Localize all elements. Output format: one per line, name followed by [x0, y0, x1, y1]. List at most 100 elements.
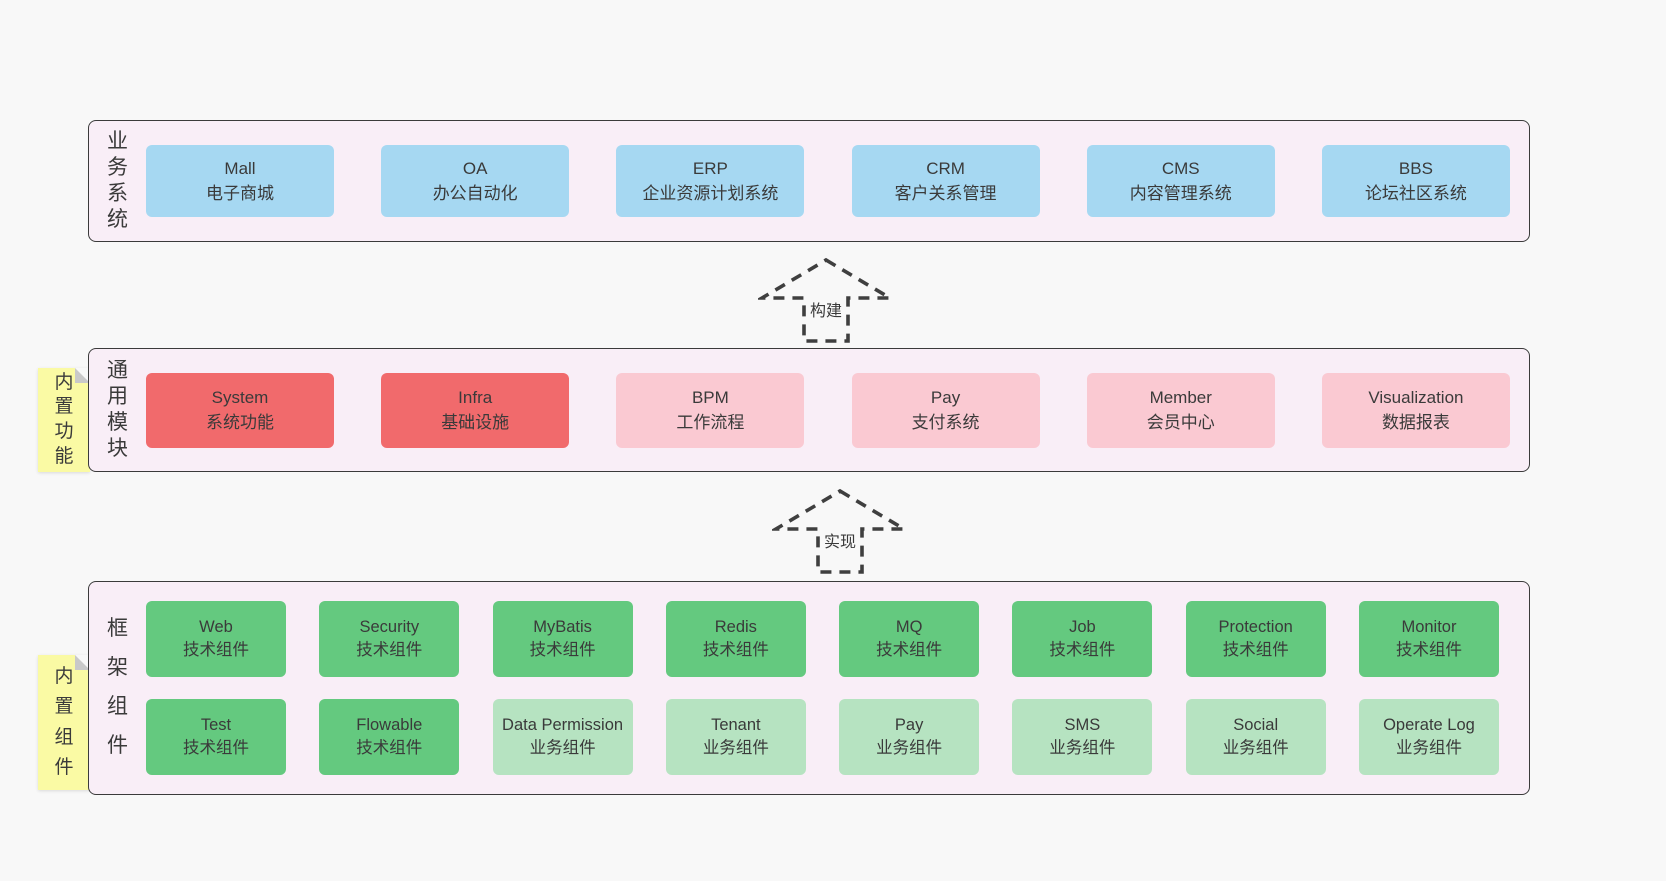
node-subtitle: 电子商城 — [206, 184, 274, 203]
node-infra: Infra 基础设施 — [381, 372, 570, 448]
node-tenant: Tenant 业务组件 — [665, 699, 806, 775]
node-title: Protection — [1218, 617, 1293, 636]
framework-components-rows: Web 技术组件 Security 技术组件 MyBatis 技术组件 Redi… — [146, 582, 1529, 794]
node-crm: CRM 客户关系管理 — [851, 145, 1040, 217]
node-mall: Mall 电子商城 — [146, 145, 334, 217]
node-subtitle: 技术组件 — [356, 739, 423, 757]
node-subtitle: 业务组件 — [702, 739, 769, 757]
node-subtitle: 业务组件 — [876, 739, 943, 757]
business-systems-panel: 业务系统 Mall 电子商城 OA 办公自动化 ERP 企业资源计划系统 CRM… — [88, 120, 1530, 242]
node-pay-system: Pay 支付系统 — [851, 372, 1040, 448]
node-subtitle: 支付系统 — [911, 413, 980, 432]
node-subtitle: 办公自动化 — [432, 184, 518, 203]
common-modules-label: 通用模块 — [106, 358, 128, 461]
node-subtitle: 技术组件 — [356, 641, 423, 659]
node-mybatis: MyBatis 技术组件 — [492, 601, 633, 677]
sticky-note-label: 内置功能 — [54, 371, 74, 467]
node-title: Pay — [930, 387, 961, 407]
node-title: Flowable — [356, 715, 423, 734]
node-operate-log: Operate Log 业务组件 — [1358, 699, 1499, 775]
node-title: System — [211, 387, 269, 407]
node-data-permission: Data Permission 业务组件 — [492, 699, 633, 775]
arrow-implement-label: 实现 — [820, 528, 860, 552]
node-title: Tenant — [711, 715, 761, 734]
node-subtitle: 技术组件 — [183, 641, 249, 659]
node-subtitle: 业务组件 — [1222, 739, 1289, 757]
node-subtitle: 内容管理系统 — [1129, 184, 1232, 203]
node-subtitle: 技术组件 — [1395, 641, 1462, 659]
node-flowable: Flowable 技术组件 — [319, 699, 460, 775]
sticky-note-built-in-functions: 内置功能 — [38, 368, 90, 472]
dashed-up-arrow-icon — [772, 488, 908, 574]
node-member: Member 会员中心 — [1086, 372, 1275, 448]
node-title: Security — [359, 617, 420, 636]
common-modules-label-column: 通用模块 — [89, 349, 146, 471]
sticky-note-label: 内置组件 — [54, 665, 74, 778]
node-cms: CMS 内容管理系统 — [1086, 145, 1275, 217]
node-title: CMS — [1161, 158, 1200, 178]
node-security: Security 技术组件 — [319, 601, 460, 677]
business-systems-row: Mall 电子商城 OA 办公自动化 ERP 企业资源计划系统 CRM 客户关系… — [146, 121, 1529, 241]
node-bpm: BPM 工作流程 — [616, 372, 805, 448]
business-systems-label-column: 业务系统 — [89, 121, 146, 241]
node-sms: SMS 业务组件 — [1012, 699, 1153, 775]
node-title: SMS — [1064, 715, 1101, 734]
node-subtitle: 技术组件 — [702, 641, 769, 659]
common-modules-panel: 通用模块 System 系统功能 Infra 基础设施 BPM 工作流程 Pay… — [88, 348, 1530, 472]
node-subtitle: 企业资源计划系统 — [642, 184, 779, 203]
node-title: Data Permission — [502, 715, 624, 734]
arrow-build-label: 构建 — [806, 297, 846, 321]
node-subtitle: 论坛社区系统 — [1364, 184, 1467, 203]
framework-row-2: Test 技术组件 Flowable 技术组件 Data Permission … — [146, 699, 1499, 775]
node-subtitle: 业务组件 — [529, 739, 596, 757]
node-test: Test 技术组件 — [146, 699, 286, 775]
node-subtitle: 会员中心 — [1146, 413, 1215, 432]
node-pay-component: Pay 业务组件 — [839, 699, 980, 775]
node-job: Job 技术组件 — [1012, 601, 1153, 677]
up-arrow-build: 构建 — [758, 256, 894, 344]
node-title: BPM — [691, 387, 729, 407]
framework-components-label-column: 框架组件 — [89, 582, 146, 794]
node-title: MQ — [895, 617, 923, 636]
node-subtitle: 技术组件 — [876, 641, 943, 659]
node-subtitle: 客户关系管理 — [894, 184, 997, 203]
node-subtitle: 技术组件 — [1049, 641, 1116, 659]
framework-components-panel: 框架组件 Web 技术组件 Security 技术组件 MyBatis 技术组件… — [88, 581, 1530, 795]
node-social: Social 业务组件 — [1185, 699, 1326, 775]
node-redis: Redis 技术组件 — [665, 601, 806, 677]
node-title: OA — [462, 158, 488, 178]
node-title: Web — [199, 617, 233, 636]
node-title: BBS — [1398, 158, 1433, 178]
node-title: Social — [1233, 715, 1279, 734]
node-oa: OA 办公自动化 — [381, 145, 570, 217]
node-subtitle: 业务组件 — [1049, 739, 1116, 757]
node-title: Pay — [894, 715, 924, 734]
node-title: Infra — [458, 387, 493, 407]
node-title: Member — [1149, 387, 1212, 407]
node-subtitle: 技术组件 — [1222, 641, 1289, 659]
node-title: ERP — [692, 158, 728, 178]
node-subtitle: 系统功能 — [206, 413, 274, 432]
node-erp: ERP 企业资源计划系统 — [616, 145, 805, 217]
sticky-note-built-in-components: 内置组件 — [38, 655, 90, 790]
node-title: Operate Log — [1383, 715, 1475, 734]
node-subtitle: 工作流程 — [676, 413, 745, 432]
node-system: System 系统功能 — [146, 372, 334, 448]
node-subtitle: 业务组件 — [1395, 739, 1462, 757]
node-protection: Protection 技术组件 — [1185, 601, 1326, 677]
node-web: Web 技术组件 — [146, 601, 286, 677]
node-subtitle: 基础设施 — [441, 413, 510, 432]
node-title: CRM — [926, 158, 965, 178]
common-modules-row: System 系统功能 Infra 基础设施 BPM 工作流程 Pay 支付系统… — [146, 349, 1529, 471]
up-arrow-implement: 实现 — [772, 487, 908, 575]
business-systems-label: 业务系统 — [106, 129, 128, 232]
dashed-up-arrow-icon — [758, 257, 894, 343]
framework-row-1: Web 技术组件 Security 技术组件 MyBatis 技术组件 Redi… — [146, 601, 1499, 677]
node-mq: MQ 技术组件 — [839, 601, 980, 677]
framework-components-label: 框架组件 — [106, 617, 128, 757]
node-title: Monitor — [1401, 617, 1457, 636]
node-subtitle: 技术组件 — [529, 641, 596, 659]
node-subtitle: 数据报表 — [1381, 413, 1450, 432]
node-monitor: Monitor 技术组件 — [1358, 601, 1499, 677]
node-title: Visualization — [1368, 387, 1464, 407]
